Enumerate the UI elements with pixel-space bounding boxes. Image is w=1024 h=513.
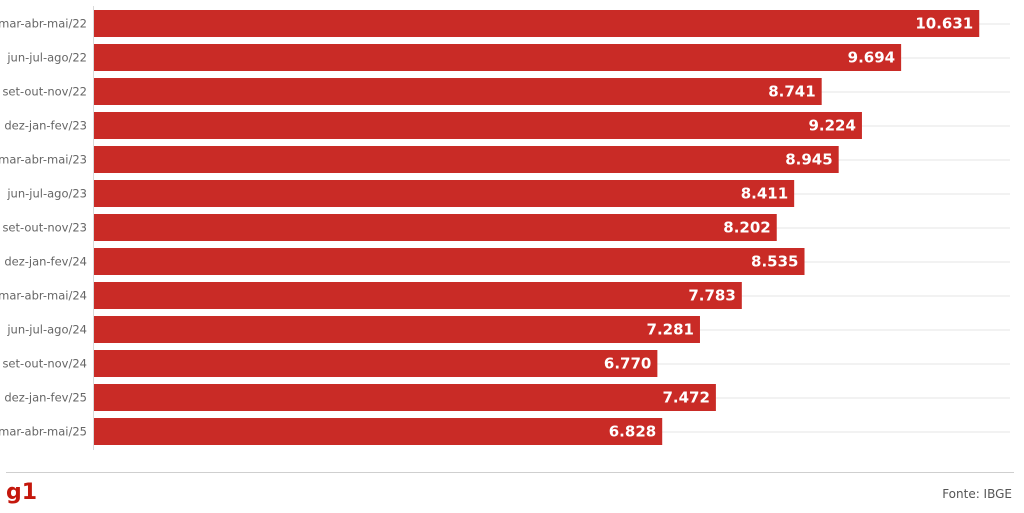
- value-label: 8.202: [723, 219, 770, 237]
- bar-mar-abr-mai/22: [93, 10, 980, 37]
- value-label: 6.770: [604, 355, 651, 373]
- bar-set-out-nov/22: [93, 78, 822, 105]
- bar-set-out-nov/24: [93, 350, 658, 377]
- category-label: dez-jan-fev/25: [4, 391, 87, 405]
- value-label: 8.945: [785, 151, 832, 169]
- bar-mar-abr-mai/23: [93, 146, 839, 173]
- value-label: 9.224: [808, 117, 855, 135]
- category-label: mar-abr-mai/24: [0, 289, 87, 303]
- category-label: mar-abr-mai/23: [0, 153, 87, 167]
- value-label: 8.741: [768, 83, 815, 101]
- category-label: jun-jul-ago/23: [6, 187, 87, 201]
- g1-logo-text: g1: [6, 480, 37, 505]
- bar-jun-jul-ago/24: [93, 316, 700, 343]
- value-label: 9.694: [848, 49, 895, 67]
- bar-dez-jan-fev/25: [93, 384, 716, 411]
- value-label: 7.281: [647, 321, 694, 339]
- g1-logo: g1: [6, 480, 37, 505]
- bar-dez-jan-fev/24: [93, 248, 805, 275]
- category-label: jun-jul-ago/22: [6, 51, 87, 65]
- bars: mar-abr-mai/22 10.631 jun-jul-ago/22 9.694 s…: [0, 10, 980, 445]
- category-label: dez-jan-fev/23: [4, 119, 87, 133]
- footer-divider: [6, 472, 1014, 473]
- bar-jun-jul-ago/22: [93, 44, 902, 71]
- value-label: 6.828: [609, 423, 656, 441]
- value-label: 8.411: [741, 185, 788, 203]
- bar-set-out-nov/23: [93, 214, 777, 241]
- category-label: mar-abr-mai/22: [0, 17, 87, 31]
- value-label: 7.472: [662, 389, 709, 407]
- category-label: set-out-nov/24: [2, 357, 87, 371]
- bar-mar-abr-mai/25: [93, 418, 663, 445]
- category-label: dez-jan-fev/24: [4, 255, 87, 269]
- bar-mar-abr-mai/24: [93, 282, 742, 309]
- category-label: set-out-nov/22: [2, 85, 87, 99]
- bar-dez-jan-fev/23: [93, 112, 862, 139]
- category-label: set-out-nov/23: [2, 221, 87, 235]
- value-label: 10.631: [915, 15, 973, 33]
- value-label: 7.783: [688, 287, 735, 305]
- bar-jun-jul-ago/23: [93, 180, 795, 207]
- category-label: jun-jul-ago/24: [6, 323, 87, 337]
- source-note: Fonte: IBGE: [942, 487, 1012, 501]
- value-label: 8.535: [751, 253, 798, 271]
- category-label: mar-abr-mai/25: [0, 425, 87, 439]
- bar-chart: mar-abr-mai/22 10.631 jun-jul-ago/22 9.694 s…: [0, 6, 1010, 450]
